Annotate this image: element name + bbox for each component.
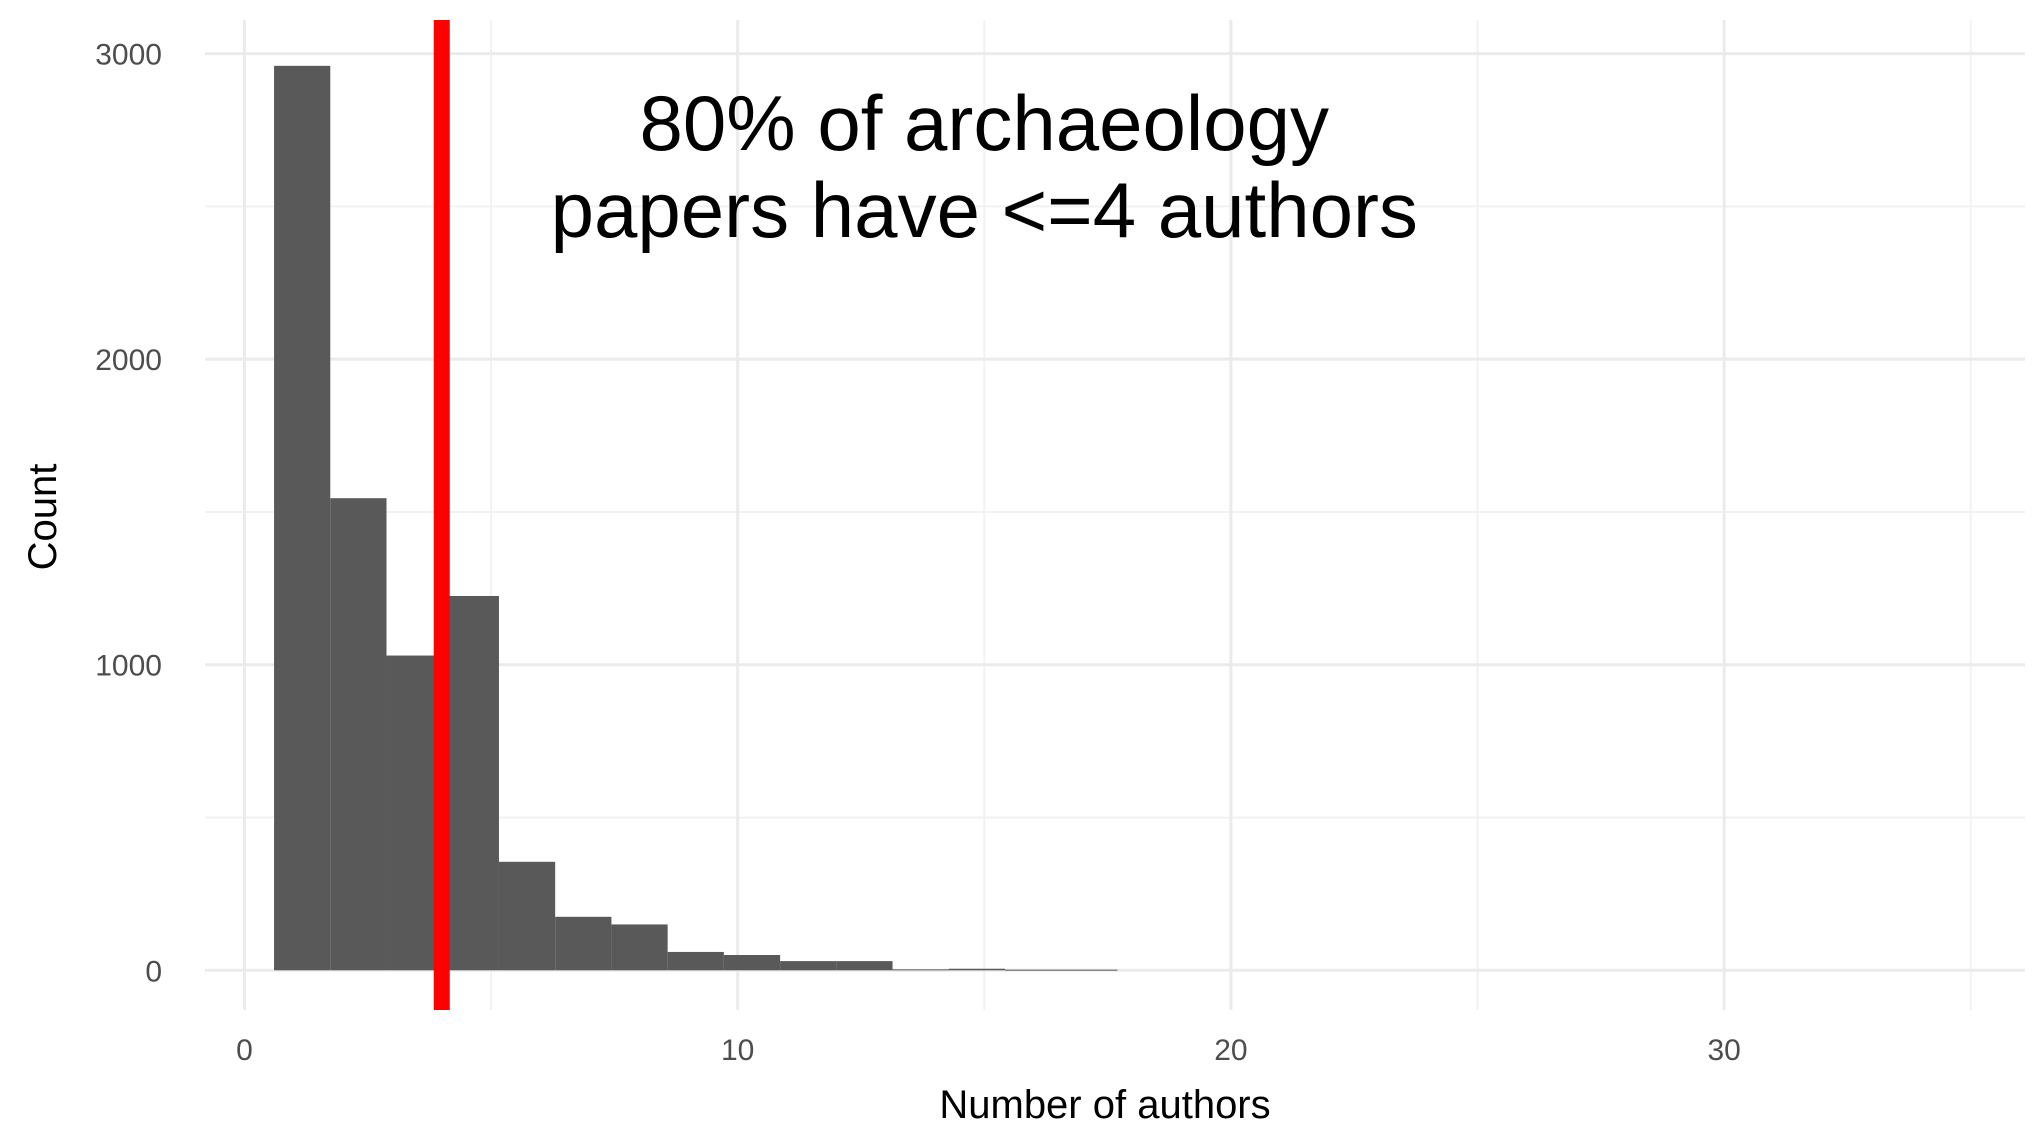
y-tick-label: 1000	[95, 650, 162, 683]
histogram-bar-2	[330, 498, 387, 971]
x-tick-label: 0	[236, 1034, 253, 1067]
y-tick-label: 0	[145, 955, 162, 988]
histogram-bar-13	[948, 968, 1006, 971]
histogram-bar-6	[555, 916, 612, 971]
x-tick-label: 20	[1214, 1034, 1247, 1067]
histogram-bar-15	[1061, 969, 1118, 971]
y-tick-labels: 0 1000 2000 3000	[95, 39, 162, 989]
histogram-bar-11	[836, 961, 893, 971]
x-tick-label: 30	[1707, 1034, 1740, 1067]
y-tick-label: 3000	[95, 39, 162, 72]
histogram-bar-3	[386, 655, 443, 971]
histogram-bar-1	[274, 65, 331, 971]
grid-lines	[205, 20, 2025, 1010]
histogram-bar-10	[780, 961, 837, 971]
histogram-bar-5	[498, 861, 556, 971]
x-axis-title: Number of authors	[939, 1083, 1270, 1127]
bars	[274, 65, 1118, 971]
histogram-bar-4	[442, 595, 499, 971]
histogram-bar-14	[1005, 969, 1062, 971]
annotation-line-1: 80% of archaeology	[640, 79, 1329, 167]
histogram-bar-9	[723, 955, 781, 971]
y-tick-label: 2000	[95, 344, 162, 377]
histogram-bar-12	[892, 969, 949, 971]
annotation-line-2: papers have <=4 authors	[551, 166, 1418, 254]
y-axis-title: Count	[21, 464, 65, 571]
histogram-bar-7	[611, 924, 668, 971]
histogram-bar-8	[667, 951, 724, 971]
x-tick-label: 10	[721, 1034, 754, 1067]
x-tick-labels: 0 10 20 30	[236, 1034, 1741, 1067]
